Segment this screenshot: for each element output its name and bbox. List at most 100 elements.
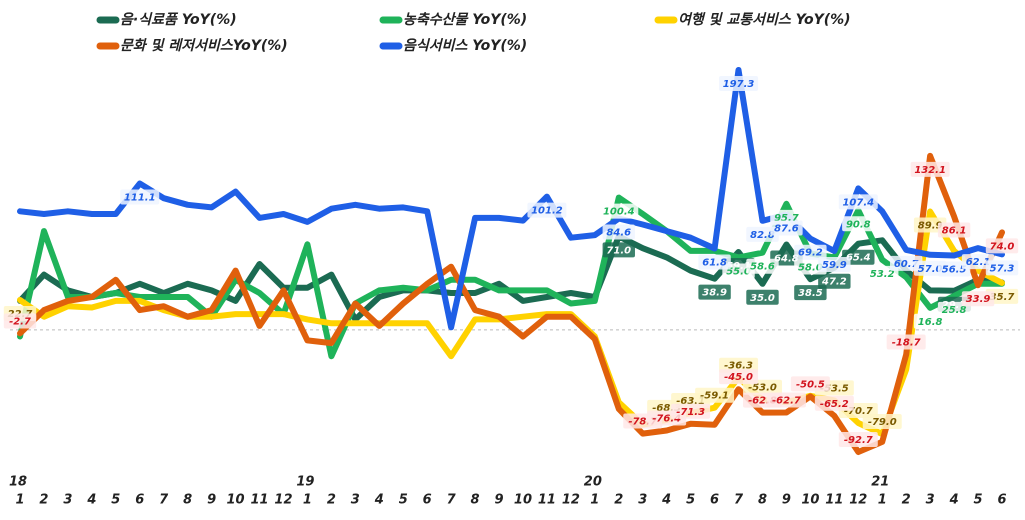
x-tick-label: 10 [227,493,245,508]
value-label-group: 38.9 [698,284,731,300]
series-line [17,152,1005,455]
value-label: 56.5 [942,264,967,275]
x-tick-label: 8 [758,493,767,508]
value-label: -92.7 [844,435,873,446]
value-label: 100.4 [603,207,635,218]
value-label: 61.8 [702,257,727,268]
x-tick-label: 6 [423,493,432,508]
x-tick-label: 5 [399,493,408,508]
value-label: 38.9 [702,288,727,299]
value-label: 86.1 [942,225,967,236]
value-label-group: 38.5 [794,285,827,301]
value-label-group: 86.1 [937,222,971,238]
value-label: 65.4 [846,253,871,264]
x-tick-label: 5 [111,493,120,508]
x-tick-label: 3 [63,493,72,508]
x-tick-label: 12 [274,493,292,508]
x-tick-label: 6 [997,493,1006,508]
x-tick-label: 2 [902,493,911,508]
value-label: 25.8 [942,305,967,316]
value-label: 197.3 [723,79,755,90]
value-label: 57.3 [990,263,1015,274]
x-tick-label: 6 [135,493,144,508]
value-label: -2.7 [9,316,31,327]
value-label: 57.0 [918,264,943,275]
value-label: 90.8 [846,219,871,230]
value-label: 62.1 [966,257,991,268]
x-tick-label: 2 [39,493,48,508]
value-label-group: 61.8 [698,254,731,270]
value-label-bg [766,392,806,408]
x-tick-label: 10 [514,493,532,508]
value-label-bg [794,244,827,260]
year-label: 19 [296,475,314,490]
value-label-group: -2.7 [3,313,37,329]
value-label-group: 59.9 [818,256,851,272]
legend-label: 음·식료품 YoY(%) [120,12,237,28]
x-tick-label: 1 [15,493,24,508]
value-label: 64.8 [774,254,799,265]
x-tick-label: 6 [710,493,719,508]
value-label-bg [746,289,779,305]
value-label-group: -59.1 [695,387,735,403]
x-tick-label: 7 [734,493,744,508]
year-label: 20 [584,475,602,490]
x-tick-label: 5 [974,493,983,508]
value-label-bg [527,202,567,218]
x-tick-label: 3 [926,493,935,508]
value-label: -53.0 [748,383,777,394]
value-label-bg [838,194,878,210]
x-tick-label: 9 [207,493,216,508]
x-tick-label: 2 [327,493,336,508]
x-tick-label: 11 [250,493,268,508]
x-tick-label: 8 [471,493,480,508]
value-label: 89.9 [918,220,943,231]
value-label: -76.4 [652,414,681,425]
x-tick-label: 3 [351,493,360,508]
value-label-bg [719,76,759,91]
value-label: 58.0 [798,262,823,273]
value-label-group: 69.2 [794,244,827,260]
series-line [17,194,1005,360]
value-label-bg [814,395,854,411]
value-label: 38.5 [798,288,823,299]
value-label-bg [913,313,947,329]
value-label: 33.9 [966,294,991,305]
value-label: -63.1 [676,396,705,407]
value-label-group: 111.1 [120,189,160,205]
x-tick-label: 2 [614,493,623,508]
value-label: 47.2 [821,277,847,288]
value-label-group: 107.4 [838,194,878,210]
value-label: 53.2 [870,269,895,280]
value-label-bg [790,376,830,392]
x-tick-label: 4 [949,493,959,508]
value-label-group: 57.3 [985,260,1019,276]
x-tick-label: 1 [590,493,599,508]
value-label-bg [698,284,731,300]
value-label: -59.1 [700,391,729,402]
value-label: -68.3 [652,403,681,414]
value-label: 132.1 [914,165,946,176]
value-label-bg [698,254,731,270]
value-label-bg [842,216,875,232]
value-label-bg [120,189,160,205]
value-label-group: -18.7 [886,334,926,350]
x-tick-label: 8 [183,493,192,508]
value-label-group: -50.5 [790,376,830,392]
x-tick-label: 9 [782,493,791,508]
value-label: 69.2 [798,248,823,259]
x-tick-label: 10 [801,493,819,508]
legend-label: 농축수산물 YoY(%) [403,12,527,28]
value-label: -78.7 [628,417,657,428]
value-label: -70.7 [844,406,873,417]
series-line [17,67,1005,331]
value-label-group: -62.7 [766,392,806,408]
value-label: -62.7 [772,395,801,406]
x-tick-label: 12 [849,493,867,508]
x-tick-label: 4 [661,493,671,508]
value-label-bg [818,273,851,289]
value-label: 35.7 [990,292,1015,303]
value-label-group: 197.3 [719,76,759,91]
x-tick-label: 3 [638,493,647,508]
value-label-bg [910,161,950,177]
